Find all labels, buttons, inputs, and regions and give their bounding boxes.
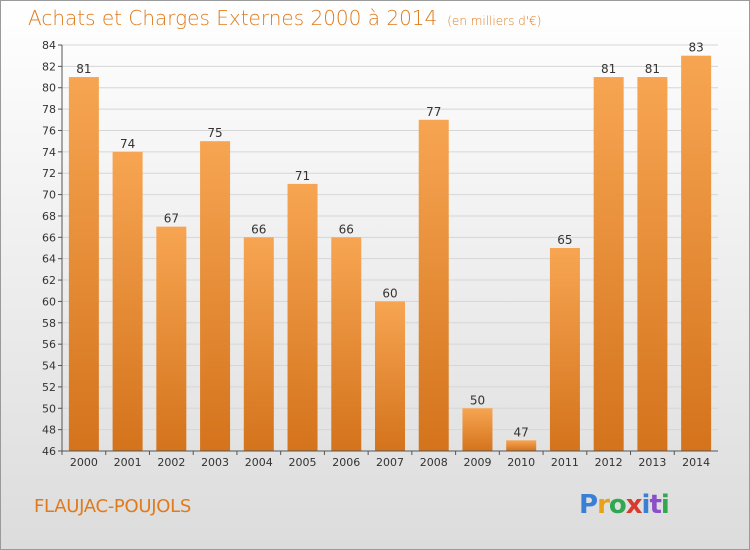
y-tick-label: 46 xyxy=(42,445,56,458)
y-tick-label: 80 xyxy=(42,82,56,95)
y-tick-label: 62 xyxy=(42,274,56,287)
x-tick-label: 2003 xyxy=(201,456,229,469)
y-tick-label: 84 xyxy=(42,39,56,52)
bar-value-label: 71 xyxy=(295,169,310,183)
bar-value-label: 83 xyxy=(688,41,703,55)
bar xyxy=(156,226,187,451)
y-axis-ticks: 46 48 50 52 54 56 58 60 62 64 66 68 70 72 74 76 78 80 82 84 xyxy=(42,39,62,458)
bar-value-label: 75 xyxy=(207,126,222,140)
chart-title-text: Achats et Charges Externes 2000 à 2014 xyxy=(28,6,438,30)
y-tick-label: 74 xyxy=(42,146,56,159)
x-tick-label: 2012 xyxy=(595,456,623,469)
bar xyxy=(593,77,624,451)
commune-name: FLAUJAC-POUJOLS xyxy=(34,496,191,517)
y-tick-label: 78 xyxy=(42,103,56,116)
x-tick-label: 2005 xyxy=(289,456,317,469)
x-tick-label: 2010 xyxy=(507,456,535,469)
y-tick-label: 70 xyxy=(42,189,56,202)
bar-value-label: 81 xyxy=(645,62,660,76)
x-tick-label: 2013 xyxy=(638,456,666,469)
bar xyxy=(637,77,668,451)
y-tick-label: 54 xyxy=(42,360,56,373)
bar-value-label: 65 xyxy=(557,233,572,247)
x-tick-label: 2004 xyxy=(245,456,273,469)
logo-letter: i xyxy=(660,490,670,520)
y-tick-label: 68 xyxy=(42,210,56,223)
bar-value-label: 67 xyxy=(164,212,179,226)
x-tick-label: 2008 xyxy=(420,456,448,469)
proxiti-logo: Proxiti xyxy=(579,490,670,520)
bar xyxy=(68,77,99,451)
chart-title: Achats et Charges Externes 2000 à 2014 (e… xyxy=(28,6,541,30)
y-tick-label: 82 xyxy=(42,60,56,73)
y-tick-label: 58 xyxy=(42,317,56,330)
y-tick-label: 56 xyxy=(42,338,56,351)
y-tick-label: 48 xyxy=(42,424,56,437)
y-tick-label: 52 xyxy=(42,381,56,394)
x-tick-label: 2014 xyxy=(682,456,710,469)
logo-letter: P xyxy=(579,490,598,520)
x-tick-label: 2006 xyxy=(332,456,360,469)
y-tick-label: 50 xyxy=(42,402,56,415)
logo-letter: r xyxy=(597,490,610,520)
bar xyxy=(287,183,318,452)
bar xyxy=(462,408,493,451)
y-tick-label: 72 xyxy=(42,167,56,180)
bar-value-label: 66 xyxy=(251,222,266,236)
x-tick-label: 2000 xyxy=(70,456,98,469)
x-axis-ticks: 2000 2001 2002 2003 2004 2005 2006 2007 2008 2009… xyxy=(61,451,710,469)
bar xyxy=(112,151,143,451)
logo-letter: x xyxy=(625,490,643,520)
bar-value-label: 77 xyxy=(426,105,441,119)
logo-letter: t xyxy=(649,490,661,520)
bar-value-label: 60 xyxy=(382,286,397,300)
logo-letter: o xyxy=(608,490,627,520)
bar xyxy=(243,237,274,451)
y-tick-label: 76 xyxy=(42,124,56,137)
logo-letter: i xyxy=(641,490,651,520)
bar xyxy=(506,440,537,451)
bar xyxy=(200,141,231,451)
bar-value-label: 81 xyxy=(76,62,91,76)
bar xyxy=(549,248,580,451)
x-tick-label: 2001 xyxy=(114,456,142,469)
bar xyxy=(418,119,449,451)
bar-value-label: 81 xyxy=(601,62,616,76)
bars xyxy=(68,55,712,452)
bar xyxy=(331,237,362,451)
bar xyxy=(375,301,405,451)
bar-value-label: 50 xyxy=(470,393,485,407)
x-tick-label: 2009 xyxy=(463,456,491,469)
y-tick-label: 64 xyxy=(42,253,56,266)
y-tick-label: 66 xyxy=(42,231,56,244)
bar-value-label: 47 xyxy=(514,425,529,439)
bar-value-label: 74 xyxy=(120,137,135,151)
bar xyxy=(681,55,712,452)
bar-value-label: 66 xyxy=(339,222,354,236)
value-labels: 81 74 67 75 66 71 66 60 77 50 47 65 81 81 83 xyxy=(76,41,704,440)
x-tick-label: 2011 xyxy=(551,456,579,469)
axes xyxy=(61,45,718,452)
y-tick-label: 60 xyxy=(42,295,56,308)
x-tick-label: 2007 xyxy=(376,456,404,469)
x-tick-label: 2002 xyxy=(157,456,185,469)
chart-unit: (en milliers d'€) xyxy=(447,14,542,28)
